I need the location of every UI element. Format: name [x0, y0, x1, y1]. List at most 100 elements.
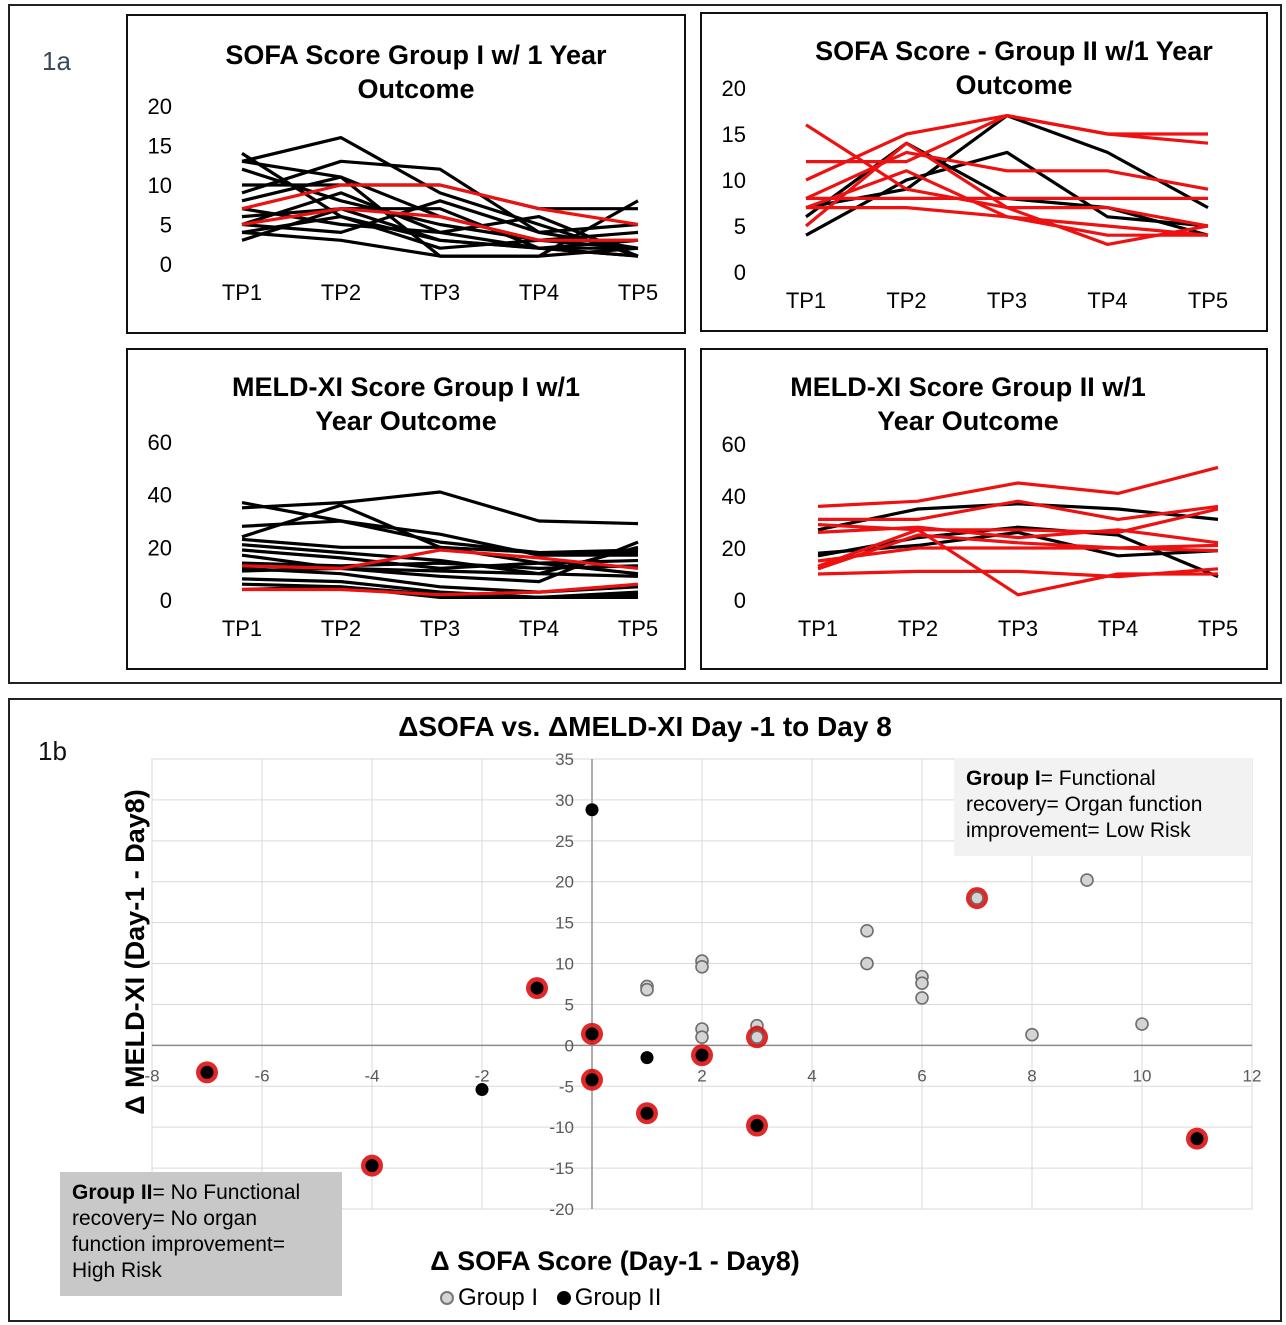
y-tick-label: 5 [160, 213, 172, 238]
point-group2 [585, 1073, 599, 1087]
x-tick-label: TP2 [321, 616, 361, 641]
series-line-black [241, 490, 639, 526]
x-tick-label: TP4 [519, 280, 559, 305]
x-tick-label: TP5 [1188, 288, 1228, 313]
y-tick-label: 10 [555, 955, 574, 974]
x-tick-label: TP5 [618, 616, 658, 641]
panel-label-1a: 1a [42, 46, 71, 76]
chart-title-line: Year Outcome [877, 406, 1059, 436]
series-line-black [241, 585, 638, 599]
x-tick-label: TP1 [222, 280, 262, 305]
chart-sofa-group1: SOFA Score Group I w/ 1 Year Outcome 0 5 10 1… [126, 14, 686, 334]
point-group1 [915, 991, 929, 1005]
y-tick-label: 40 [148, 483, 172, 508]
scatter-title: ΔSOFA vs. ΔMELD-XI Day -1 to Day 8 [398, 711, 892, 742]
series-line-red [241, 207, 638, 242]
x-tick-label: TP2 [886, 288, 926, 313]
point-group2 [365, 1159, 379, 1173]
series-line-black [241, 561, 639, 570]
y-tick-label: 15 [555, 914, 574, 933]
series-line-red [818, 499, 1219, 521]
point-group1 [1080, 873, 1094, 887]
x-tick-label: TP3 [420, 616, 460, 641]
y-tick-label: 0 [734, 260, 746, 285]
x-tick-label: 2 [697, 1066, 706, 1085]
y-tick-label: 20 [722, 536, 746, 561]
x-tick-label: 8 [1027, 1066, 1036, 1085]
x-tick-label: TP5 [1198, 616, 1238, 641]
group2-note: Group II= No Functional recovery= No org… [60, 1172, 342, 1296]
series-line-black [241, 519, 638, 557]
y-tick-label: 5 [565, 995, 574, 1014]
chart-title-line: SOFA Score - Group II w/1 Year [815, 36, 1213, 66]
series-line-red [805, 113, 1209, 182]
legend-marker-group1 [440, 1291, 454, 1305]
chart-meld-group1: MELD-XI Score Group I w/1 Year Outcome 0 20… [126, 348, 686, 670]
y-tick-label: 35 [555, 750, 574, 769]
y-tick-label: 5 [734, 214, 746, 239]
chart-title-line: Outcome [357, 74, 474, 104]
y-tick-label: 15 [148, 134, 172, 159]
chart-title-line: Year Outcome [315, 406, 497, 436]
series-line-red [817, 546, 1219, 563]
line-chart-svg: MELD-XI Score Group I w/1 Year Outcome 0 20… [148, 372, 659, 641]
chart-sofa-group2: SOFA Score - Group II w/1 Year Outcome 0 5 1… [700, 12, 1268, 332]
chart-meld-group2: MELD-XI Score Group II w/1 Year Outcome 0 2… [700, 348, 1268, 670]
point-group2 [585, 803, 599, 817]
legend-label-group1: Group I [458, 1284, 539, 1311]
point-group1 [1135, 1017, 1149, 1031]
point-group1 [970, 891, 984, 905]
y-tick-label: 60 [722, 432, 746, 457]
legend-item-group2: Group II [556, 1284, 661, 1312]
series-line-black [241, 199, 639, 234]
chart-title-line: SOFA Score Group I w/ 1 Year [225, 40, 607, 70]
series-line-black [241, 167, 639, 250]
series-line-red [805, 150, 1209, 200]
y-tick-label: -10 [549, 1118, 574, 1137]
series-line-black [241, 230, 639, 258]
group1-note-text: = Functional recovery= Organ function im… [966, 767, 1203, 842]
legend-item-group1: Group I [440, 1284, 538, 1312]
y-tick-label: -15 [549, 1159, 574, 1178]
series-line-red [817, 567, 1219, 579]
x-tick-label: TP1 [222, 616, 262, 641]
point-group2 [475, 1083, 489, 1097]
y-tick-label: 10 [722, 168, 746, 193]
y-tick-label: 0 [565, 1036, 574, 1055]
x-tick-label: 6 [917, 1066, 926, 1085]
y-tick-label: 0 [734, 588, 746, 613]
x-tick-label: 4 [807, 1066, 816, 1085]
line-chart-svg: SOFA Score Group I w/ 1 Year Outcome 0 5 10 1… [148, 40, 659, 305]
x-tick-label: TP4 [519, 616, 559, 641]
point-group2 [695, 1048, 709, 1062]
x-tick-label: TP1 [786, 288, 826, 313]
scatter-y-axis-label: Δ MELD-XI (Day-1 - Day8) [120, 789, 150, 1114]
y-tick-label: 60 [148, 430, 172, 455]
series-line-black [241, 135, 639, 258]
point-group1 [640, 982, 654, 997]
series-line-red [805, 169, 1209, 237]
series-line-black [241, 543, 639, 576]
x-tick-label: TP3 [420, 280, 460, 305]
point-group1 [1025, 1027, 1039, 1042]
y-tick-label: 30 [555, 791, 574, 810]
x-tick-label: TP3 [998, 616, 1038, 641]
series-line-black [241, 207, 639, 250]
x-tick-label: TP1 [798, 616, 838, 641]
x-tick-label: -2 [474, 1066, 489, 1085]
point-group1 [750, 1030, 764, 1044]
series-line-red [241, 183, 639, 227]
y-tick-label: 40 [722, 484, 746, 509]
series-line-red [817, 528, 1218, 597]
series-line-black [241, 215, 639, 250]
series-line-black [241, 537, 639, 555]
legend-marker-group2 [556, 1291, 571, 1305]
scatter-x-axis-label: Δ SOFA Score (Day-1 - Day8) [430, 1246, 800, 1276]
y-tick-label: 10 [148, 173, 172, 198]
scatter-legend: Group I Group II [440, 1284, 673, 1312]
series-line-red [242, 582, 639, 597]
panel-label-1b: 1b [38, 736, 67, 766]
point-group2 [530, 981, 544, 995]
x-tick-label: TP5 [618, 280, 658, 305]
x-tick-label: -8 [144, 1066, 159, 1085]
